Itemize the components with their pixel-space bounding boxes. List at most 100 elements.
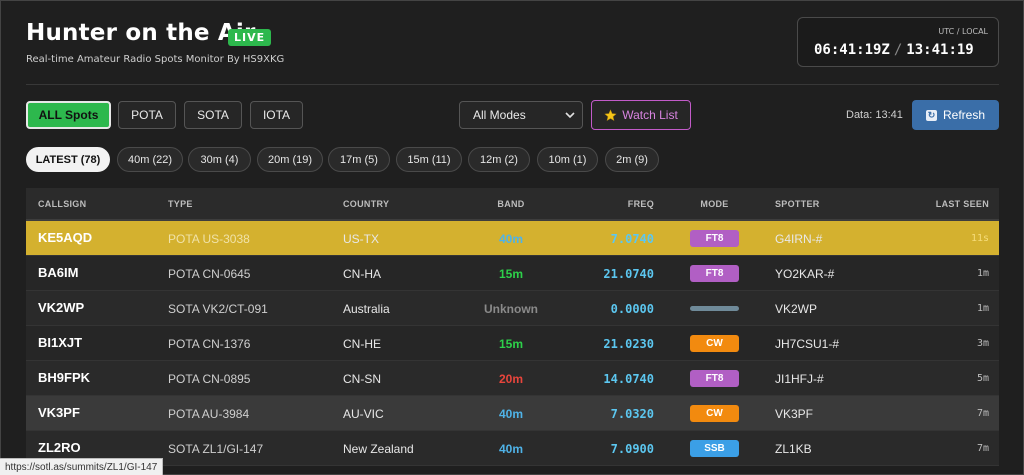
header-divider: [26, 84, 999, 85]
table-row[interactable]: VK3PF POTA AU-3984 AU-VIC 40m 7.0320 CW VK3PF 7…: [26, 396, 999, 431]
callsign-cell: ZL2RO: [38, 440, 81, 455]
band-cell: 15m: [498, 337, 524, 351]
country-cell: US-TX: [343, 232, 379, 246]
band-tab-20m[interactable]: 20m (19): [257, 147, 323, 172]
page-title: Hunter on the Air: [26, 20, 256, 46]
last-seen-cell: 7m: [976, 408, 989, 419]
utc-time: 06:41:19Z: [814, 42, 890, 58]
page-subtitle: Real-time Amateur Radio Spots Monitor By…: [26, 54, 285, 65]
table-row[interactable]: ZL2RO SOTA ZL1/GI-147 New Zealand 40m 7.0900…: [26, 431, 999, 466]
refresh-icon: ↻: [925, 109, 937, 121]
mode-badge: FT8: [690, 370, 739, 387]
spotter-cell: JI1HFJ-#: [775, 372, 824, 386]
frequency-cell: 0.0000: [610, 302, 654, 316]
band-tab-30m[interactable]: 30m (4): [188, 147, 251, 172]
link-status-bar: https://sotl.as/summits/ZL1/GI-147: [0, 458, 164, 475]
column-header-mode[interactable]: MODE: [700, 199, 729, 209]
refresh-label: Refresh: [942, 108, 986, 122]
mode-badge: FT8: [690, 265, 739, 282]
table-row[interactable]: BH9FPK POTA CN-0895 CN-SN 20m 14.0740 FT8 JI1H…: [26, 361, 999, 396]
column-header-spotter[interactable]: SPOTTER: [775, 199, 820, 209]
watch-list-button[interactable]: Watch List: [591, 100, 691, 130]
filter-pota-button[interactable]: POTA: [118, 101, 176, 129]
band-cell: 40m: [498, 407, 524, 421]
mode-badge: SSB: [690, 440, 739, 457]
column-header-freq[interactable]: FREQ: [627, 199, 654, 209]
country-cell: New Zealand: [343, 442, 414, 456]
clock-separator: /: [893, 42, 903, 58]
column-header-type[interactable]: TYPE: [168, 199, 193, 209]
refresh-button[interactable]: ↻ Refresh: [912, 100, 999, 130]
frequency-cell: 21.0740: [603, 267, 654, 281]
country-cell: AU-VIC: [343, 407, 384, 421]
table-row[interactable]: BI1XJT POTA CN-1376 CN-HE 15m 21.0230 CW JH7CS…: [26, 326, 999, 361]
table-row[interactable]: VK2WP SOTA VK2/CT-091 Australia Unknown 0.00…: [26, 291, 999, 326]
last-seen-cell: 7m: [976, 443, 989, 454]
last-seen-cell: 3m: [976, 338, 989, 349]
band-cell: 40m: [498, 442, 524, 456]
frequency-cell: 7.0320: [610, 407, 654, 421]
clock-times: 06:41:19Z/13:41:19: [814, 42, 974, 58]
filter-iota-button[interactable]: IOTA: [250, 101, 303, 129]
band-tab-2m[interactable]: 2m (9): [605, 147, 659, 172]
table-row[interactable]: KE5AQD POTA US-3038 US-TX 40m 7.0740 FT8 G4IRN…: [26, 221, 999, 256]
type-cell: POTA CN-0645: [168, 267, 251, 281]
local-time: 13:41:19: [906, 42, 974, 58]
type-cell: SOTA ZL1/GI-147: [168, 442, 264, 456]
last-seen-cell: 1m: [976, 268, 989, 279]
country-cell: Australia: [343, 302, 390, 316]
callsign-cell: BH9FPK: [38, 370, 91, 385]
spotter-cell: VK3PF: [775, 407, 814, 421]
mode-badge: CW: [690, 335, 739, 352]
callsign-cell: KE5AQD: [38, 230, 93, 245]
last-seen-cell: 11s: [970, 233, 989, 244]
band-tab-10m[interactable]: 10m (1): [537, 147, 598, 172]
spotter-cell: JH7CSU1-#: [775, 337, 840, 351]
frequency-cell: 7.0740: [610, 232, 654, 246]
last-seen-cell: 5m: [976, 373, 989, 384]
chevron-down-icon: [565, 112, 575, 119]
band-cell: 15m: [498, 267, 524, 281]
band-tab-latest[interactable]: LATEST (78): [26, 147, 110, 172]
spotter-cell: YO2KAR-#: [775, 267, 835, 281]
band-cell: 20m: [498, 372, 524, 386]
watch-list-label: Watch List: [622, 108, 678, 122]
band-tab-15m[interactable]: 15m (11): [396, 147, 462, 172]
country-cell: CN-HE: [343, 337, 381, 351]
type-cell: POTA AU-3984: [168, 407, 250, 421]
filter-all-spots-button[interactable]: ALL Spots: [26, 101, 111, 129]
callsign-cell: VK3PF: [38, 405, 80, 420]
band-tab-12m[interactable]: 12m (2): [468, 147, 530, 172]
column-header-callsign[interactable]: CALLSIGN: [38, 199, 87, 209]
frequency-cell: 7.0900: [610, 442, 654, 456]
star-icon: [604, 108, 617, 121]
spotter-cell: G4IRN-#: [775, 232, 823, 246]
mode-select[interactable]: All Modes: [459, 101, 583, 129]
spotter-cell: VK2WP: [775, 302, 818, 316]
band-tab-40m[interactable]: 40m (22): [117, 147, 183, 172]
country-cell: CN-HA: [343, 267, 381, 281]
column-header-last-seen[interactable]: LAST SEEN: [935, 199, 989, 209]
callsign-cell: BI1XJT: [38, 335, 83, 350]
filter-sota-button[interactable]: SOTA: [184, 101, 242, 129]
data-timestamp: Data: 13:41: [846, 109, 903, 121]
live-badge: LIVE: [228, 29, 272, 46]
column-header-country[interactable]: COUNTRY: [343, 199, 390, 209]
callsign-cell: VK2WP: [38, 300, 85, 315]
type-cell: SOTA VK2/CT-091: [168, 302, 268, 316]
mode-select-value: All Modes: [473, 108, 526, 122]
type-cell: POTA CN-1376: [168, 337, 251, 351]
mode-badge-empty: [690, 306, 739, 311]
column-header-band[interactable]: BAND: [497, 199, 525, 209]
frequency-cell: 21.0230: [603, 337, 654, 351]
clock-label: UTC / LOCAL: [938, 27, 988, 36]
mode-badge: CW: [690, 405, 739, 422]
table-row[interactable]: BA6IM POTA CN-0645 CN-HA 15m 21.0740 FT8 YO2KA…: [26, 256, 999, 291]
mode-badge: FT8: [690, 230, 739, 247]
clock-panel: UTC / LOCAL 06:41:19Z/13:41:19: [797, 17, 999, 67]
last-seen-cell: 1m: [976, 303, 989, 314]
band-tab-17m[interactable]: 17m (5): [328, 147, 390, 172]
type-cell: POTA CN-0895: [168, 372, 251, 386]
band-cell: 40m: [498, 232, 524, 246]
type-cell: POTA US-3038: [168, 232, 250, 246]
